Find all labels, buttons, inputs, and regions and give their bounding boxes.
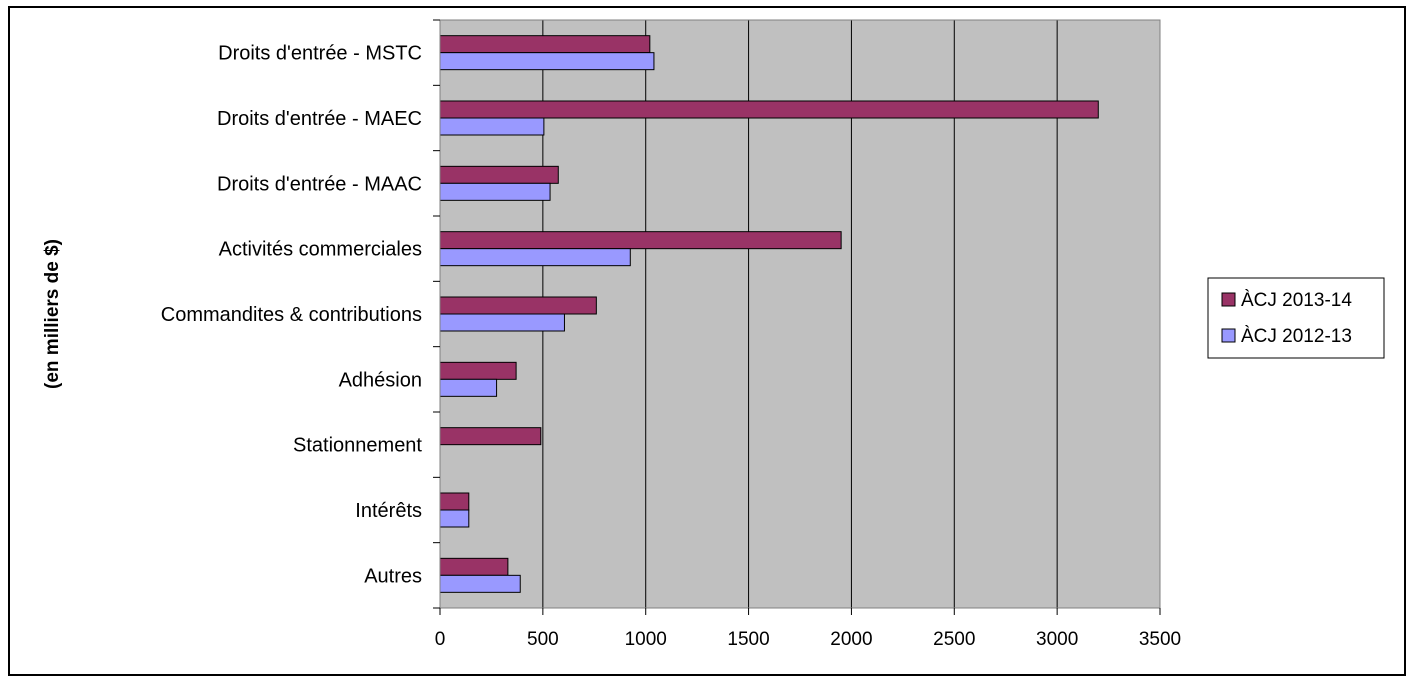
bar <box>439 509 470 528</box>
x-tick-label: 1500 <box>727 629 769 650</box>
bar <box>439 100 1099 119</box>
x-tick-labels: 0 500 1000 1500 2000 2500 3000 3500 <box>435 629 1181 650</box>
bar <box>439 574 521 593</box>
x-tick-label: 3500 <box>1139 629 1181 650</box>
bar <box>439 557 509 576</box>
x-tick-label: 1000 <box>625 629 667 650</box>
category-labels: Droits d'entrée - MSTC Droits d'entrée - … <box>161 43 423 588</box>
legend-swatch <box>1221 328 1236 343</box>
plot-border <box>439 19 1161 609</box>
category-label: Commandites & contributions <box>161 304 422 326</box>
bar <box>439 231 842 250</box>
bar <box>439 35 651 54</box>
legend-label: ÀCJ 2013-14 <box>1241 290 1352 311</box>
x-tick-label: 3000 <box>1036 629 1078 650</box>
bar <box>439 361 517 380</box>
bar <box>439 313 565 332</box>
bar <box>439 378 498 397</box>
bar <box>439 117 545 136</box>
category-label: Autres <box>364 565 422 587</box>
category-label: Adhésion <box>339 369 422 391</box>
x-tick-label: 0 <box>435 629 446 650</box>
x-tick-label: 2500 <box>933 629 975 650</box>
bar <box>439 52 655 71</box>
bar <box>439 182 551 201</box>
category-label: Intérêts <box>355 500 422 522</box>
legend-label: ÀCJ 2012-13 <box>1241 326 1352 347</box>
category-label: Stationnement <box>293 435 422 457</box>
bar <box>439 492 470 511</box>
bar <box>439 427 542 446</box>
legend-box <box>1207 277 1385 359</box>
bars <box>439 35 1099 593</box>
category-label: Droits d'entrée - MAAC <box>217 173 422 195</box>
y-axis-title: (en milliers de $) <box>42 239 63 389</box>
category-label: Droits d'entrée - MAEC <box>217 108 422 130</box>
axes <box>433 19 1161 615</box>
legend: ÀCJ 2013-14 ÀCJ 2012-13 <box>1207 277 1385 359</box>
bar <box>439 248 631 267</box>
bar <box>439 296 597 315</box>
legend-swatch <box>1221 292 1236 307</box>
x-tick-label: 2000 <box>830 629 872 650</box>
category-label: Activités commerciales <box>219 239 422 261</box>
x-tick-label: 500 <box>527 629 559 650</box>
category-label: Droits d'entrée - MSTC <box>218 43 422 65</box>
bar <box>439 165 559 184</box>
